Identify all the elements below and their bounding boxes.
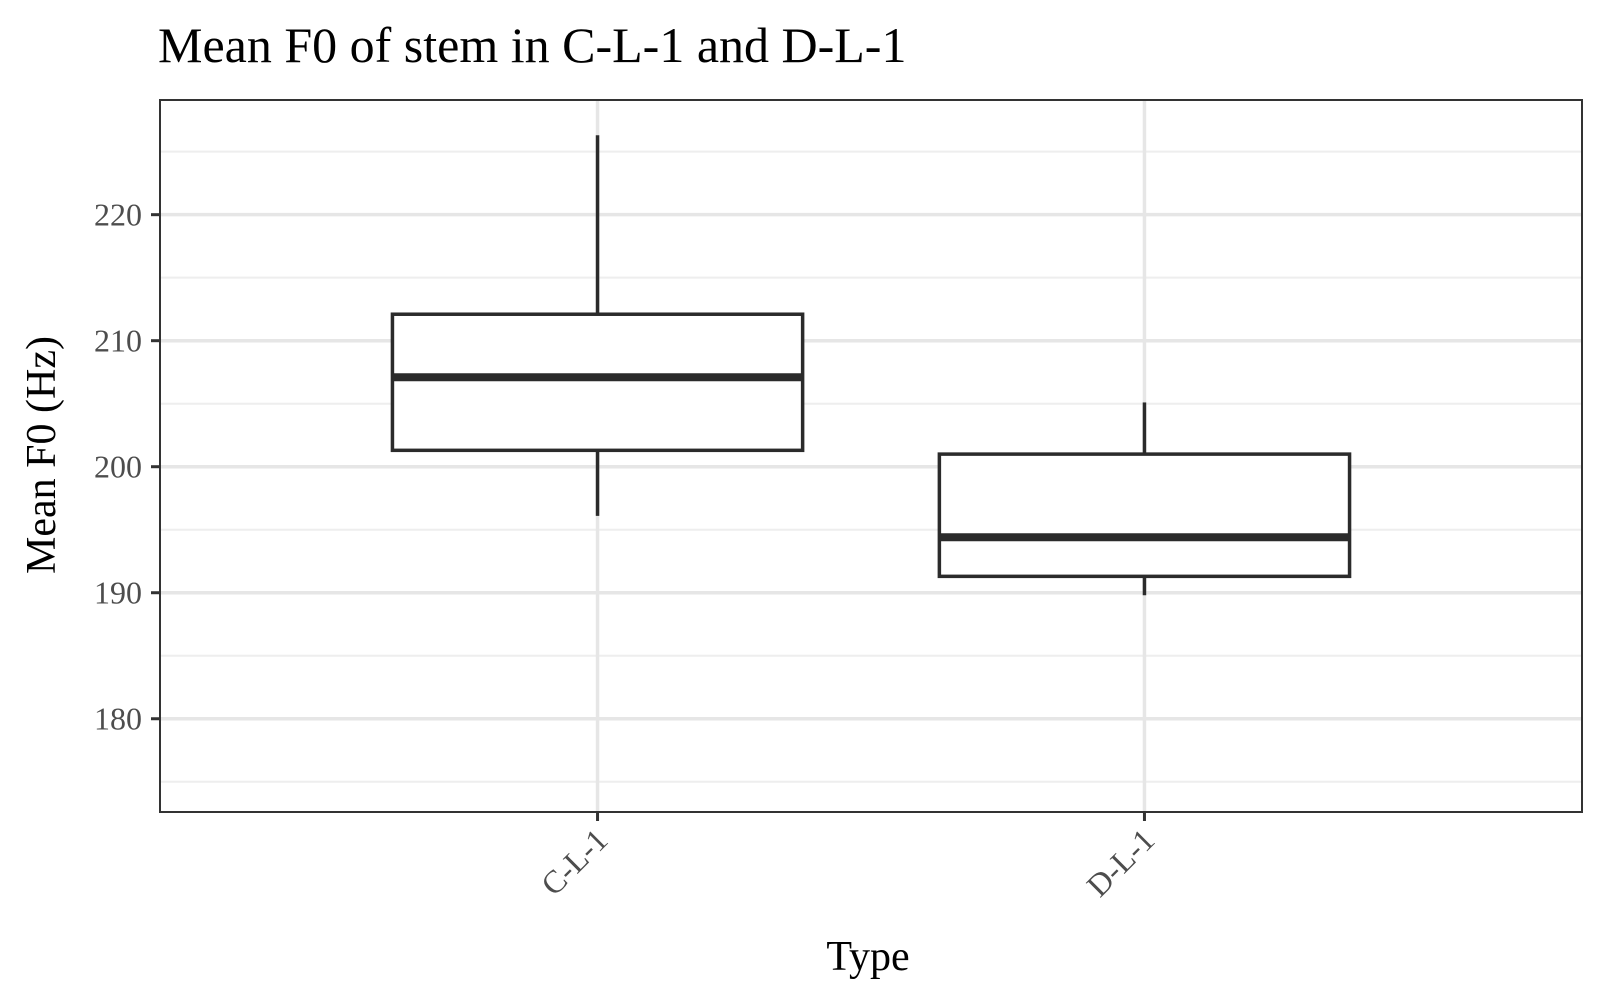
- chart-title: Mean F0 of stem in C-L-1 and D-L-1: [158, 17, 906, 73]
- grid-lines: [160, 100, 1582, 812]
- y-tick-label: 190: [94, 575, 142, 611]
- box-C-L-1: [390, 135, 805, 516]
- x-axis-title: Type: [826, 934, 909, 980]
- y-tick-label: 180: [94, 701, 142, 737]
- y-tick-label: 220: [94, 197, 142, 233]
- iqr-box: [937, 452, 1352, 579]
- iqr-box: [390, 312, 805, 453]
- x-tick-label: D-L-1: [1079, 821, 1161, 903]
- box-D-L-1: [937, 402, 1352, 596]
- boxes: [390, 135, 1352, 596]
- y-tick-label: 200: [94, 449, 142, 485]
- y-tick-label: 210: [94, 323, 142, 359]
- y-axis-title: Mean F0 (Hz): [19, 336, 65, 574]
- plot-panel-border: [159, 99, 1583, 813]
- x-tick-label: C-L-1: [534, 821, 615, 902]
